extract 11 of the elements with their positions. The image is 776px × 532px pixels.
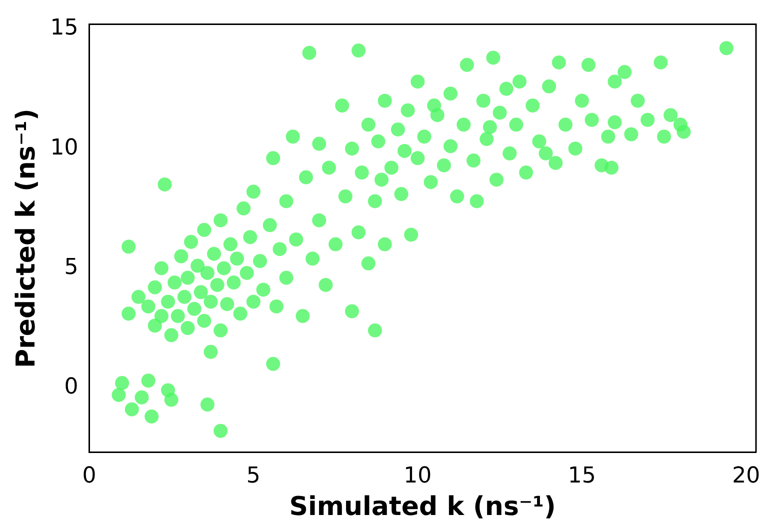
x-tick-label: 10 — [404, 463, 432, 488]
x-tick-label: 0 — [82, 463, 96, 488]
x-tick-label: 20 — [732, 463, 760, 488]
x-tick-label: 15 — [568, 463, 596, 488]
y-tick-label: 10 — [50, 135, 78, 160]
y-tick-label: 5 — [64, 254, 78, 280]
y-tick-label: 0 — [64, 374, 78, 400]
y-axis-title: Predicted k (ns⁻¹) — [11, 108, 42, 368]
x-tick-label: 5 — [246, 463, 260, 488]
x-axis-title: Simulated k (ns⁻¹) — [289, 492, 556, 522]
y-tick-label: 15 — [50, 16, 78, 41]
